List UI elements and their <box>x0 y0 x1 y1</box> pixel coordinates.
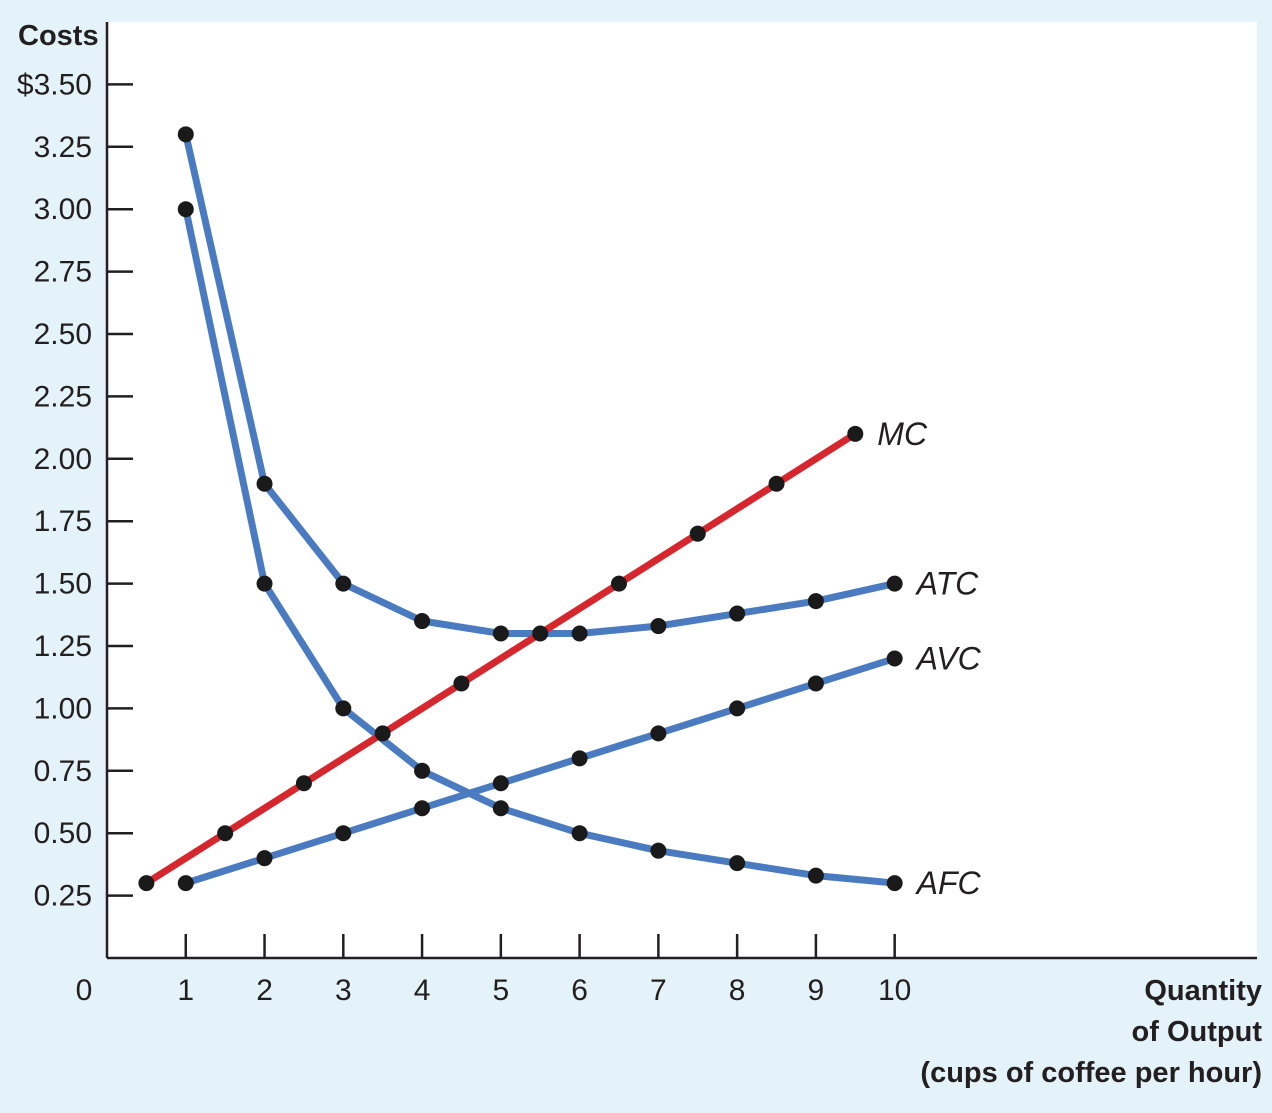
point-mc <box>453 675 470 692</box>
y-tick-label: 1.25 <box>34 630 92 663</box>
point-avc <box>729 700 746 717</box>
point-avc <box>414 800 431 817</box>
point-avc <box>807 675 824 692</box>
point-afc <box>177 201 194 218</box>
x-axis-title-line: (cups of coffee per hour) <box>920 1057 1262 1089</box>
y-tick-label: 1.75 <box>34 505 92 538</box>
axes: 0.25 0.50 0.75 1.00 1.25 1.50 1.75 2.00 2.25 2.50… <box>17 22 1257 1007</box>
series-line-mc <box>142 430 859 887</box>
series-line-avc <box>182 655 899 887</box>
point-avc <box>886 650 903 667</box>
x-tick-label: 2 <box>256 974 273 1007</box>
series-line-afc <box>182 205 899 887</box>
point-mc <box>768 475 785 492</box>
point-afc <box>492 800 509 817</box>
point-mc <box>138 875 155 892</box>
point-avc <box>177 875 194 892</box>
point-avc <box>650 725 667 742</box>
y-tick-label: 0.50 <box>34 817 92 850</box>
point-afc <box>414 762 431 779</box>
x-tick-label: 3 <box>335 974 352 1007</box>
point-atc <box>571 625 588 642</box>
series-label-afc: AFC <box>915 865 982 901</box>
x-axis-title-line: Quantity <box>1144 975 1262 1007</box>
x-axis-title-line: of Output <box>1132 1016 1263 1048</box>
point-avc <box>335 825 352 842</box>
plot-area <box>107 22 1257 958</box>
point-atc <box>335 575 352 592</box>
y-tick-label: 0.25 <box>34 880 92 913</box>
point-afc <box>335 700 352 717</box>
y-tick-label: 3.25 <box>34 131 92 164</box>
point-mc <box>847 425 864 442</box>
y-tick-label: 1.00 <box>34 692 92 725</box>
point-atc <box>256 475 273 492</box>
point-afc <box>886 875 903 892</box>
point-mc <box>217 825 234 842</box>
x-tick-label: 5 <box>492 974 509 1007</box>
point-atc <box>886 575 903 592</box>
point-atc <box>650 618 667 635</box>
point-avc <box>492 775 509 792</box>
x-origin-label: 0 <box>76 974 93 1007</box>
y-tick-label: 2.50 <box>34 318 92 351</box>
point-avc <box>256 850 273 867</box>
y-tick-label: 3.00 <box>34 193 92 226</box>
point-atc <box>729 605 746 622</box>
point-afc <box>256 575 273 592</box>
y-tick-label: 2.75 <box>34 256 92 289</box>
point-avc <box>571 750 588 767</box>
y-tick-label: $3.50 <box>17 68 92 101</box>
x-tick-label: 10 <box>878 974 911 1007</box>
x-tick-label: 4 <box>414 974 431 1007</box>
series-label-avc: AVC <box>915 640 982 676</box>
point-atc <box>807 593 824 610</box>
point-afc <box>571 825 588 842</box>
series-label-mc: MC <box>877 416 928 452</box>
point-atc <box>177 126 194 143</box>
y-tick-label: 1.50 <box>34 568 92 601</box>
point-mc <box>295 775 312 792</box>
point-afc <box>807 867 824 884</box>
point-atc <box>492 625 509 642</box>
y-tick-label: 0.75 <box>34 755 92 788</box>
point-mc <box>610 575 627 592</box>
series-label-atc: ATC <box>915 566 980 602</box>
point-atc <box>414 613 431 630</box>
x-tick-label: 7 <box>650 974 667 1007</box>
point-mc <box>532 625 549 642</box>
x-tick-label: 8 <box>729 974 746 1007</box>
x-tick-label: 1 <box>177 974 194 1007</box>
series-layer <box>138 126 903 892</box>
labels-layer: Costs Quantity of Output (cups of coffee pe… <box>18 20 1262 1089</box>
point-mc <box>374 725 391 742</box>
point-afc <box>650 842 667 859</box>
point-mc <box>689 525 706 542</box>
y-axis-title: Costs <box>18 20 99 52</box>
point-afc <box>729 855 746 872</box>
y-tick-label: 2.00 <box>34 443 92 476</box>
y-tick-label: 2.25 <box>34 380 92 413</box>
x-tick-label: 9 <box>808 974 825 1007</box>
x-tick-label: 6 <box>571 974 588 1007</box>
